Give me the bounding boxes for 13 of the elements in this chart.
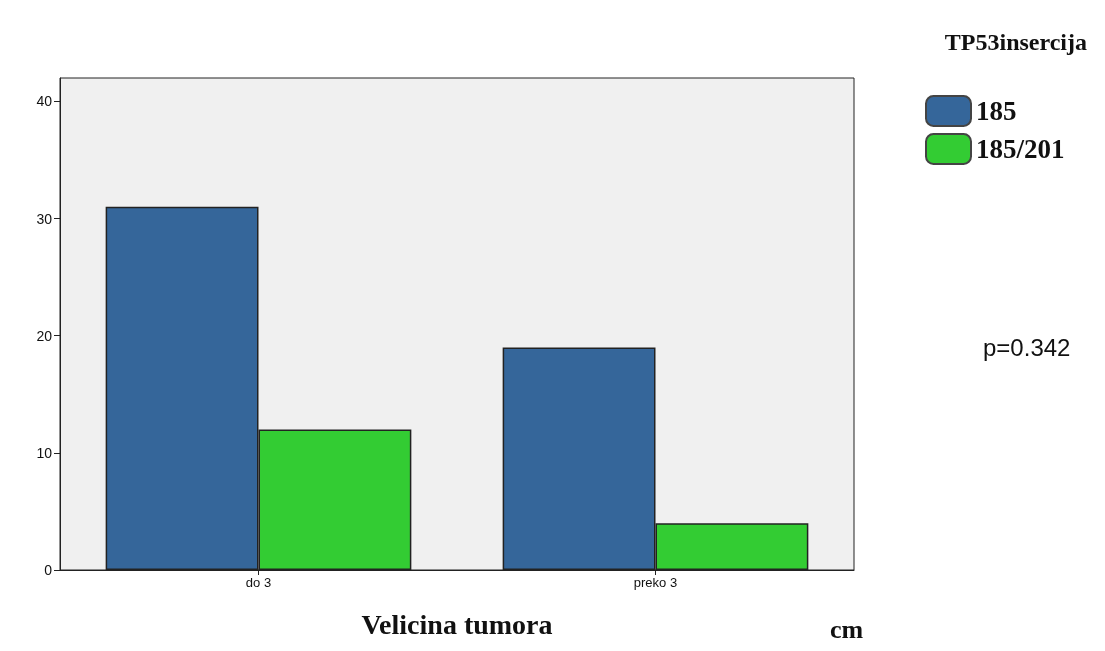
x-tick-label: do 3 (245, 575, 272, 590)
y-tick-label: 10 (36, 444, 53, 461)
text: cm (830, 614, 864, 644)
y-tick-label: 0 (44, 562, 53, 578)
y-tick-label: 40 (36, 93, 53, 110)
x-tick-label: preko 3 (633, 575, 678, 590)
legend-label: 185/201 (976, 134, 1065, 164)
legend-title: TP53insercija (944, 29, 1088, 55)
text: p=0.342 (983, 333, 1071, 361)
legend-label: 185 (976, 96, 1017, 126)
x-axis-title: Velicina tumora (361, 608, 553, 640)
y-tick-label: 20 (36, 327, 53, 344)
y-tick-label: 30 (36, 210, 53, 227)
